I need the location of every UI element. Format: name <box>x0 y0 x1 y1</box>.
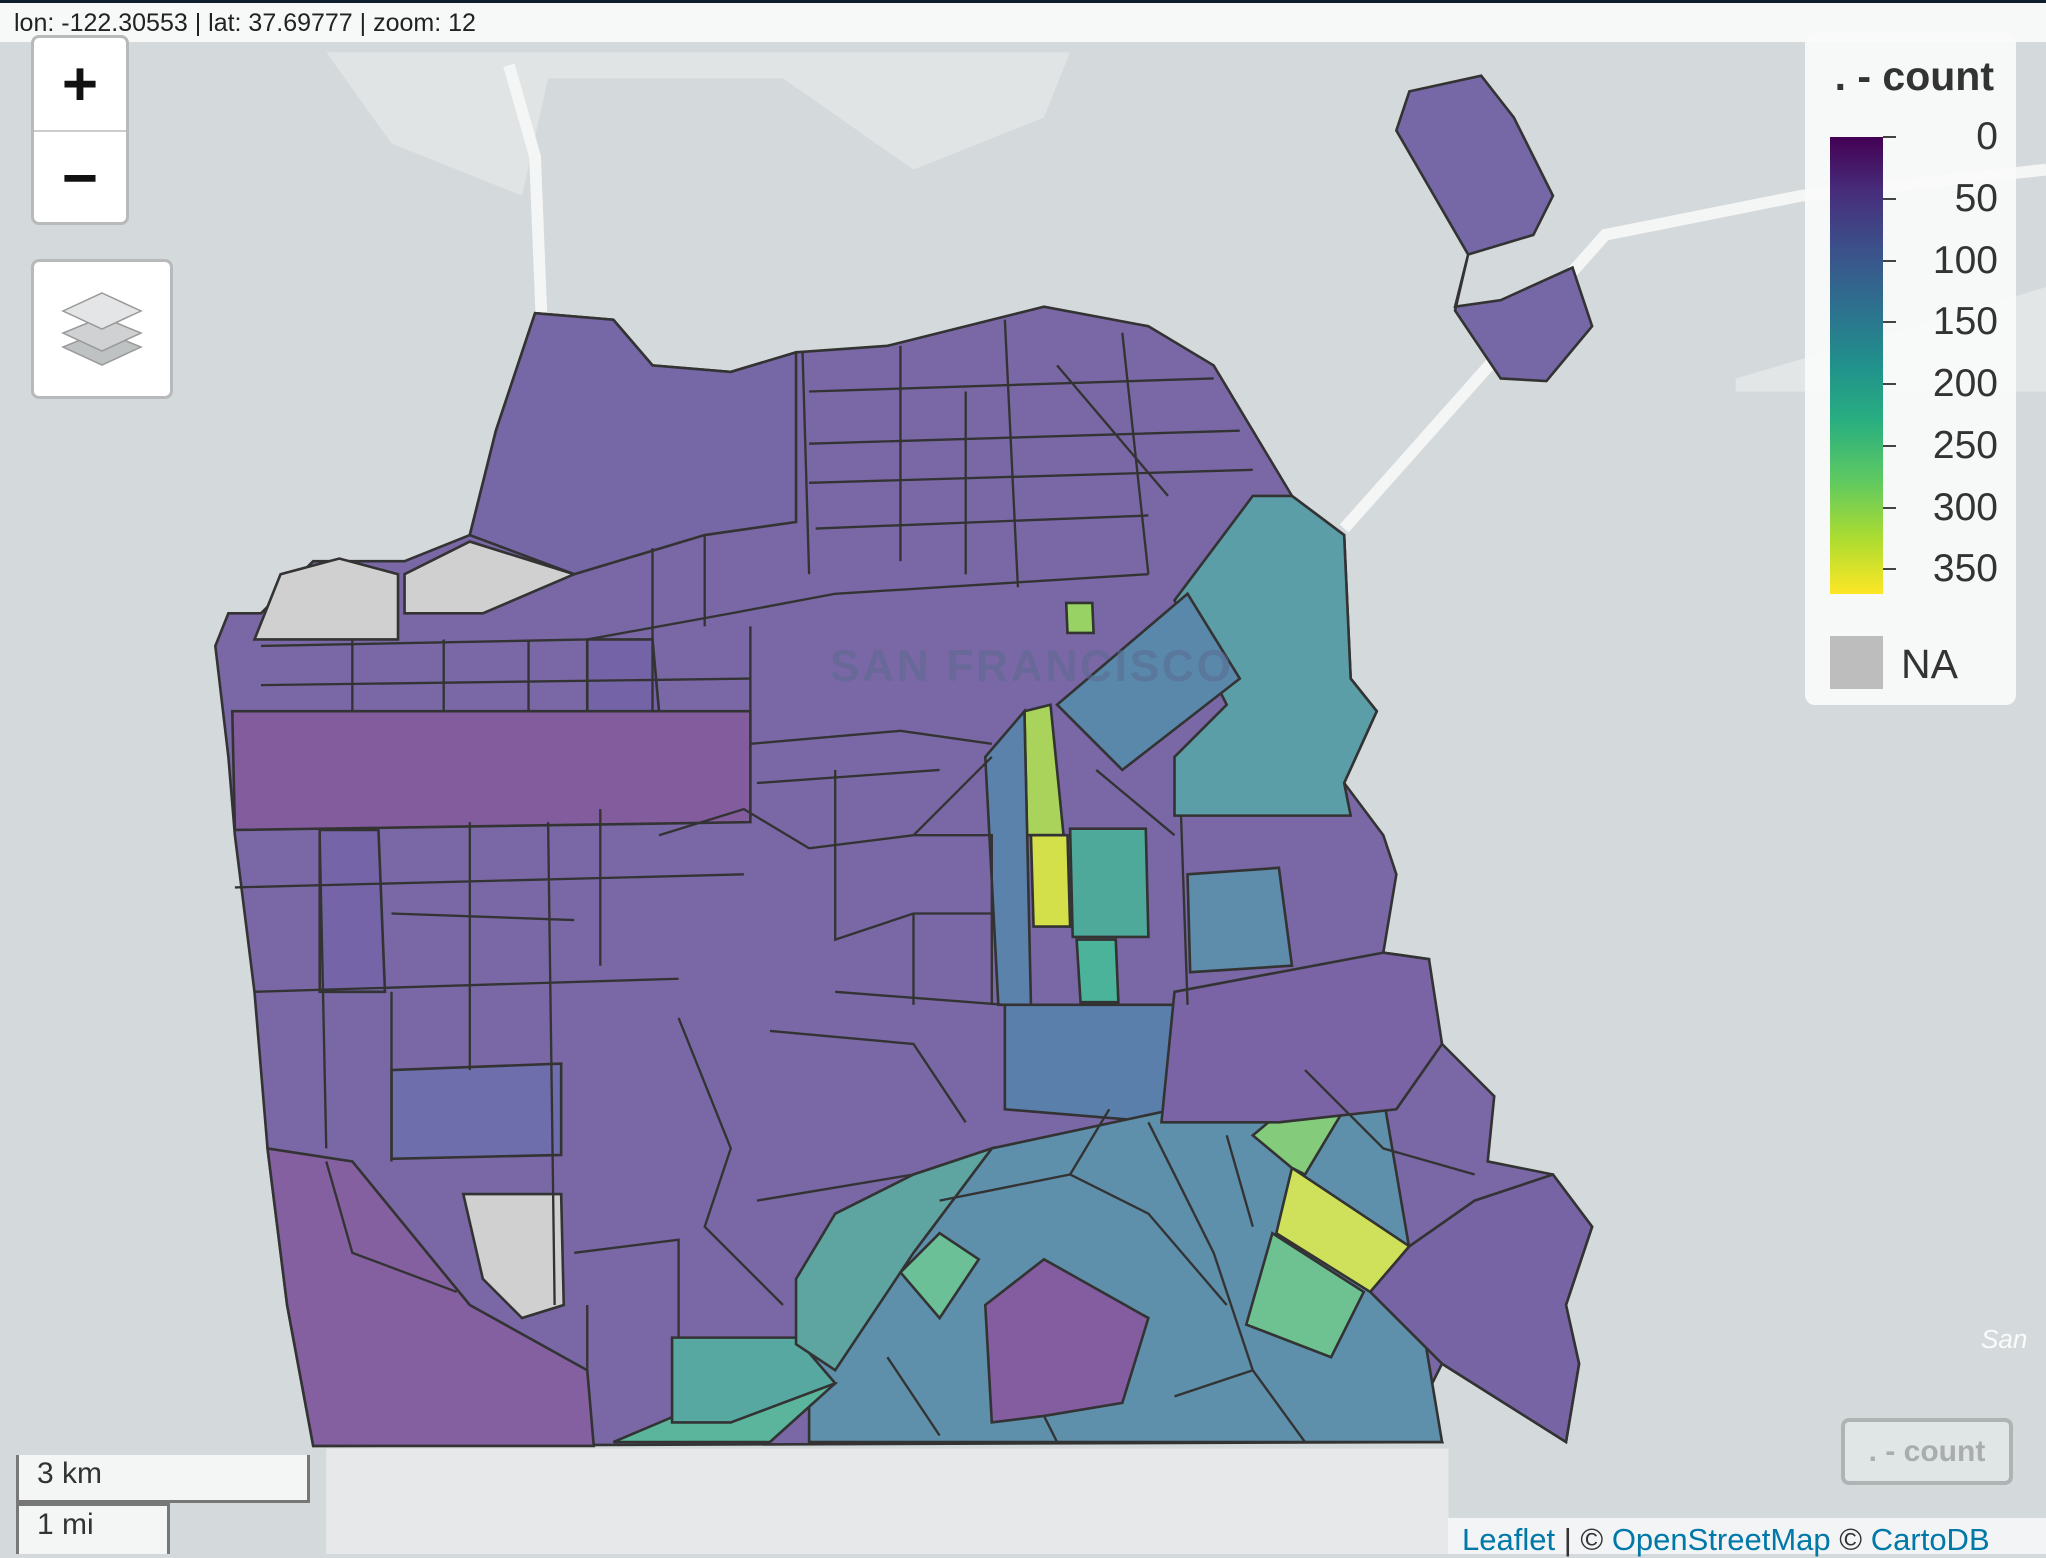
legend-tick-mark <box>1883 321 1896 324</box>
tract-sunset <box>390 1062 563 1161</box>
tract-hunters-point <box>1368 1172 1594 1445</box>
legend-color-ramp <box>1830 137 1883 594</box>
tract-mission-teal2 <box>1075 938 1120 1004</box>
legend-tick-mark <box>1883 197 1896 200</box>
tract-bayview-green <box>1244 1231 1366 1359</box>
layers-control-button[interactable] <box>31 259 173 399</box>
attribution-mid: © <box>1830 1522 1871 1557</box>
legend-tick-mark <box>1883 506 1896 509</box>
attribution: Leaflet | © OpenStreetMap © CartoDB <box>1448 1518 2046 1557</box>
legend-tick-label: 300 <box>1932 485 1998 529</box>
legend-tick-label: 150 <box>1932 300 1998 344</box>
tract-potrero <box>1186 866 1294 974</box>
legend-tick-mark <box>1883 136 1896 138</box>
tract-treasure-island <box>1394 74 1594 383</box>
osm-link[interactable]: OpenStreetMap <box>1611 1522 1831 1557</box>
zoom-control: + − <box>31 35 129 225</box>
legend-tick-mark <box>1883 383 1896 386</box>
legend-tick-label: 250 <box>1932 423 1998 467</box>
tract-soma <box>1055 591 1242 772</box>
map-label-partial: San <box>1981 1324 2027 1354</box>
coordinates-readout: lon: -122.30553 | lat: 37.69777 | zoom: … <box>0 0 2046 42</box>
leaflet-link[interactable]: Leaflet <box>1462 1522 1556 1557</box>
cartodb-link[interactable]: CartoDB <box>1870 1522 1990 1557</box>
tract-bernal <box>1003 1003 1183 1124</box>
tract-excelsior-band <box>794 1145 996 1373</box>
tract-tenderloin-green <box>1064 601 1095 635</box>
color-legend: . - count 0 50 100 150 200 250 300 350 NA <box>1805 33 2016 705</box>
tract-south-teal <box>670 1336 838 1424</box>
legend-tick-label: 50 <box>1954 176 1998 220</box>
layer-toggle-button[interactable]: . - count <box>1841 1418 2013 1485</box>
scale-bar-imperial: 1 mi <box>16 1503 170 1554</box>
tract-eastern-teal <box>1172 494 1379 817</box>
legend-tick-label: 350 <box>1932 547 1998 591</box>
tract-green-small <box>898 1231 981 1321</box>
legend-title: . - count <box>1834 53 1994 99</box>
tract-na-1 <box>252 557 400 641</box>
tract-na-2 <box>403 540 578 615</box>
tract-na-3 <box>461 1192 566 1320</box>
legend-tick-label: 200 <box>1932 362 1998 406</box>
attribution-sep: | © <box>1555 1522 1612 1557</box>
legend-tick-mark <box>1883 568 1896 571</box>
tract-mclaren <box>983 1257 1150 1424</box>
tract-presidio <box>468 311 798 576</box>
tract-western <box>318 828 387 994</box>
map-label-city: SAN FRANCISCO <box>830 642 1234 691</box>
zoom-in-button[interactable]: + <box>34 38 126 132</box>
legend-tick-label: 0 <box>1976 115 1998 158</box>
layers-icon <box>61 292 143 366</box>
tract-golden-gate-park <box>230 709 752 832</box>
scale-bar-metric: 3 km <box>16 1455 310 1503</box>
tract-sunset-south <box>266 1146 596 1448</box>
legend-tick-label: 100 <box>1932 238 1998 282</box>
tract-dogpatch <box>1160 951 1444 1124</box>
tract-polygons[interactable] <box>230 74 1594 1448</box>
zoom-out-button[interactable]: − <box>61 143 99 213</box>
tract-mission-teal <box>1068 827 1150 939</box>
legend-tick-mark <box>1883 259 1896 262</box>
tract-boundaries <box>234 319 1475 1443</box>
legend-na-swatch <box>1830 636 1883 689</box>
tract-richmond <box>585 638 661 713</box>
legend-na-label: NA <box>1901 641 1958 687</box>
legend-tick-mark <box>1883 444 1896 447</box>
tract-mission-yellow <box>1029 833 1072 928</box>
